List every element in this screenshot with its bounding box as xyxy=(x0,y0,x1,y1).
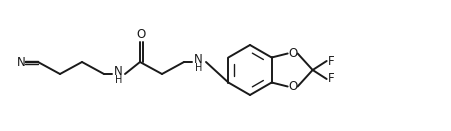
Text: O: O xyxy=(287,47,297,60)
Text: N: N xyxy=(17,56,25,69)
Text: H: H xyxy=(115,75,122,85)
Text: N: N xyxy=(113,64,122,78)
Text: N: N xyxy=(193,53,202,66)
Text: O: O xyxy=(287,80,297,93)
Text: H: H xyxy=(194,63,202,73)
Text: F: F xyxy=(327,54,334,67)
Text: O: O xyxy=(136,28,145,40)
Text: F: F xyxy=(327,72,334,86)
